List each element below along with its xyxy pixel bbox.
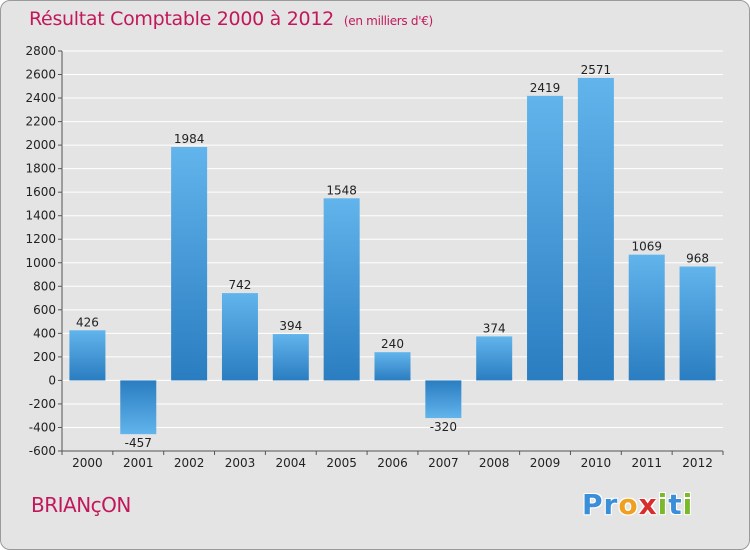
data-label-2007: -320 xyxy=(430,420,457,434)
x-tick-label-2007: 2007 xyxy=(428,456,459,470)
bar-2005 xyxy=(323,198,360,381)
x-tick-label-2006: 2006 xyxy=(377,456,408,470)
bar-2001 xyxy=(120,380,157,435)
data-label-2004: 394 xyxy=(279,319,302,333)
chart-title-text: Résultat Comptable 2000 à 2012 xyxy=(29,8,334,30)
data-label-2010: 2571 xyxy=(581,63,612,77)
y-tick-label: 2200 xyxy=(25,115,56,129)
y-tick-label: 200 xyxy=(33,350,56,364)
data-label-2005: 1548 xyxy=(326,183,357,197)
chart-title: Résultat Comptable 2000 à 2012 (en millie… xyxy=(29,8,433,30)
y-tick-label: 1600 xyxy=(25,185,56,199)
bar-2011 xyxy=(628,254,665,381)
x-tick-label-2012: 2012 xyxy=(682,456,713,470)
x-tick-label-2008: 2008 xyxy=(479,456,510,470)
x-tick-label-2002: 2002 xyxy=(174,456,205,470)
x-tick-label-2004: 2004 xyxy=(276,456,307,470)
x-tick-label-2011: 2011 xyxy=(631,456,662,470)
y-tick-label: -600 xyxy=(29,444,56,458)
data-label-2000: 426 xyxy=(76,315,99,329)
logo-letter: i xyxy=(657,488,669,521)
x-tick-label-2003: 2003 xyxy=(225,456,256,470)
data-label-2002: 1984 xyxy=(174,132,205,146)
proxiti-logo: Proxiti xyxy=(582,488,693,521)
logo-letter: o xyxy=(618,488,639,521)
y-tick-label: 800 xyxy=(33,279,56,293)
bar-2009 xyxy=(527,95,564,381)
y-tick-label: 2600 xyxy=(25,68,56,82)
x-tick-label-2005: 2005 xyxy=(326,456,357,470)
data-label-2001: -457 xyxy=(125,436,152,450)
data-label-2006: 240 xyxy=(381,337,404,351)
logo-letter: i xyxy=(682,488,694,521)
x-tick-label-2010: 2010 xyxy=(581,456,612,470)
y-tick-label: 400 xyxy=(33,326,56,340)
data-label-2003: 742 xyxy=(229,278,252,292)
bar-2006 xyxy=(374,352,411,381)
bar-2008 xyxy=(476,336,513,381)
logo-letter: x xyxy=(638,488,658,521)
bar-2003 xyxy=(221,293,258,381)
logo-letter: P xyxy=(582,488,604,521)
logo-letter: r xyxy=(603,488,619,521)
y-tick-label: -200 xyxy=(29,397,56,411)
y-tick-label: 1200 xyxy=(25,232,56,246)
y-tick-label: 600 xyxy=(33,303,56,317)
bar-2004 xyxy=(272,334,309,381)
data-label-2009: 2419 xyxy=(530,81,561,95)
data-label-2011: 1069 xyxy=(631,240,662,254)
y-tick-label: 2400 xyxy=(25,91,56,105)
data-label-2012: 968 xyxy=(686,252,709,266)
logo-letter: t xyxy=(668,488,683,521)
bar-2012 xyxy=(679,266,716,381)
data-label-2008: 374 xyxy=(483,321,506,335)
x-tick-label-2000: 2000 xyxy=(72,456,103,470)
plot-area xyxy=(62,51,723,451)
y-tick-label: 1400 xyxy=(25,209,56,223)
chart-subtitle: (en milliers d'€) xyxy=(343,14,433,28)
x-tick-label-2001: 2001 xyxy=(123,456,154,470)
y-tick-label: 1800 xyxy=(25,162,56,176)
city-name: BRIANçON xyxy=(31,493,131,517)
y-tick-label: 2800 xyxy=(25,44,56,58)
y-tick-label: -400 xyxy=(29,420,56,434)
y-tick-label: 2000 xyxy=(25,138,56,152)
bar-2007 xyxy=(425,380,462,419)
bar-2000 xyxy=(69,330,106,381)
bar-2002 xyxy=(171,147,208,381)
bar-2010 xyxy=(577,77,614,381)
y-tick-label: 0 xyxy=(48,373,56,387)
y-tick-label: 1000 xyxy=(25,256,56,270)
x-tick-label-2009: 2009 xyxy=(530,456,561,470)
